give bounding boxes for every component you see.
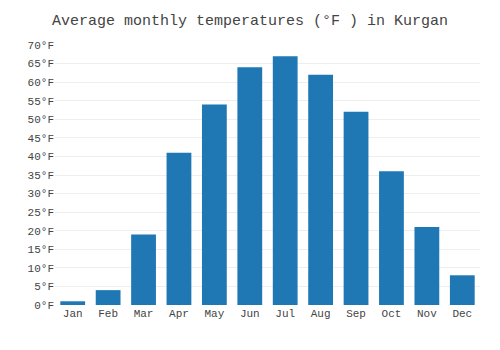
svg-text:20°F: 20°F (28, 226, 54, 238)
svg-text:Jun: Jun (240, 308, 260, 320)
svg-text:30°F: 30°F (28, 188, 54, 200)
svg-text:15°F: 15°F (28, 244, 54, 256)
svg-text:55°F: 55°F (28, 96, 54, 108)
svg-text:0°F: 0°F (34, 300, 54, 312)
svg-text:50°F: 50°F (28, 114, 54, 126)
svg-text:Nov: Nov (417, 308, 437, 320)
svg-text:40°F: 40°F (28, 151, 54, 163)
svg-text:60°F: 60°F (28, 77, 54, 89)
svg-text:Jan: Jan (63, 308, 83, 320)
svg-text:Aug: Aug (311, 308, 331, 320)
svg-text:Sep: Sep (346, 308, 366, 320)
svg-text:35°F: 35°F (28, 170, 54, 182)
svg-text:Dec: Dec (452, 308, 472, 320)
svg-text:Average monthly temperatures (: Average monthly temperatures (°F ) in Ku… (52, 13, 448, 30)
svg-text:70°F: 70°F (28, 40, 54, 52)
svg-text:Apr: Apr (169, 308, 189, 320)
svg-text:25°F: 25°F (28, 207, 54, 219)
svg-text:5°F: 5°F (34, 281, 54, 293)
svg-text:May: May (204, 308, 224, 320)
svg-text:65°F: 65°F (28, 58, 54, 70)
svg-text:Mar: Mar (134, 308, 154, 320)
svg-text:10°F: 10°F (28, 263, 54, 275)
svg-text:45°F: 45°F (28, 133, 54, 145)
svg-text:Jul: Jul (275, 308, 295, 320)
svg-text:Oct: Oct (382, 308, 402, 320)
svg-text:Feb: Feb (98, 308, 118, 320)
